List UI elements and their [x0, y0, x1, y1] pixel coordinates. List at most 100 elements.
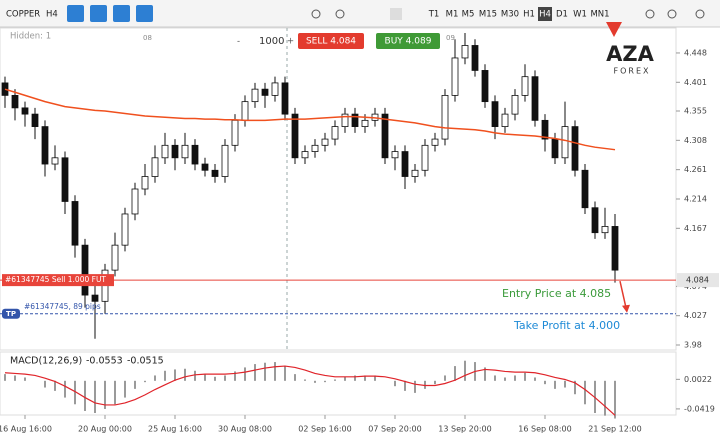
candle-body — [241, 101, 249, 121]
zoom-controls — [311, 8, 402, 20]
timeframe-button[interactable]: M5 — [462, 10, 475, 20]
timeframe-button[interactable]: W1 — [573, 10, 587, 20]
candle-body — [511, 94, 519, 115]
candle-body — [21, 107, 29, 115]
candle-body — [541, 119, 549, 140]
tool-button[interactable] — [113, 5, 130, 22]
candle-body — [191, 144, 199, 165]
candle-body — [141, 176, 149, 190]
candle-body — [491, 101, 499, 127]
zoom-in[interactable] — [335, 9, 345, 19]
candle-body — [171, 144, 179, 159]
y-tick-label: 4.401 — [684, 78, 707, 87]
candle-body — [291, 113, 299, 159]
candle-body — [601, 226, 609, 234]
settings-button[interactable] — [667, 9, 677, 19]
timeframe-button[interactable]: M1 — [446, 10, 459, 20]
y-tick-label: 4.355 — [684, 106, 707, 115]
signal-line — [4, 365, 616, 416]
candle-body — [211, 169, 219, 177]
candle-body — [551, 138, 559, 159]
candle-body — [441, 94, 449, 140]
x-tick-label: 25 Aug 16:00 — [148, 425, 202, 434]
chart-type[interactable] — [390, 8, 402, 20]
candle-body — [91, 294, 99, 302]
candle-body — [61, 157, 69, 202]
y-tick-label: 3.98 — [684, 341, 702, 350]
tp-label: #61347745, 89 pips — [24, 302, 101, 311]
candle-body — [591, 207, 599, 234]
candle-body — [231, 119, 239, 146]
candle-body — [41, 126, 49, 165]
timeframe-button[interactable]: M30 — [501, 10, 519, 20]
price-label: 4.084 — [686, 276, 709, 285]
timeframe-button[interactable]: T1 — [428, 10, 440, 20]
timeframe-button[interactable]: MN1 — [590, 10, 609, 20]
candle-body — [71, 201, 79, 246]
lot-size[interactable]: 1000 — [259, 36, 284, 47]
settings — [645, 9, 705, 19]
order-tag — [2, 274, 114, 287]
candle-body — [351, 113, 359, 127]
candle-body — [611, 226, 619, 271]
timeframe[interactable]: H4 — [46, 10, 58, 20]
candle-body — [111, 244, 119, 271]
tool-button[interactable] — [67, 5, 84, 22]
y-tick-label: 4.214 — [684, 194, 707, 203]
y-tick-label: 4.448 — [684, 48, 707, 57]
session-label: 08 — [143, 34, 152, 42]
tool-button[interactable] — [136, 5, 153, 22]
order-label: #61347745 Sell 1.000 FUT — [5, 275, 106, 284]
x-tick-label: 02 Sep 16:00 — [298, 425, 351, 434]
timeframe-button[interactable]: M15 — [479, 10, 497, 20]
candle-body — [411, 169, 419, 177]
candle-body — [81, 244, 89, 296]
candle-body — [51, 157, 59, 165]
logo-marker — [606, 22, 622, 37]
macd-panel — [0, 351, 677, 416]
settings-button[interactable] — [695, 9, 705, 19]
timeframe-button[interactable]: H4 — [539, 10, 551, 20]
price-label-box — [677, 273, 719, 288]
candle-body — [481, 70, 489, 103]
candle-body — [331, 126, 339, 140]
x-tick-label: 21 Sep 12:00 — [588, 425, 641, 434]
settings-button[interactable] — [645, 9, 655, 19]
y-tick-label: 4.261 — [684, 165, 707, 174]
symbol[interactable]: COPPER — [6, 10, 40, 20]
buy-label[interactable]: BUY 4.089 — [385, 37, 432, 47]
x-tick-label: 16 Aug 16:00 — [0, 425, 52, 434]
candle-body — [461, 45, 469, 59]
candle-body — [311, 144, 319, 152]
candle-body — [581, 169, 589, 209]
hidden-label[interactable]: Hidden: 1 — [10, 32, 51, 42]
lot-minus[interactable]: - — [237, 37, 240, 47]
candle-body — [151, 157, 159, 177]
timeframe-button[interactable]: D1 — [556, 10, 568, 20]
zoom-out[interactable] — [311, 9, 321, 19]
candle-body — [251, 88, 259, 103]
moving-average — [4, 88, 616, 151]
candle-body — [261, 88, 269, 96]
buy-button[interactable] — [376, 33, 440, 49]
sell-button[interactable] — [298, 33, 364, 49]
lot-plus[interactable]: + — [287, 37, 294, 47]
macd-title: MACD(12,26,9) — [10, 356, 82, 367]
candle-body — [421, 144, 429, 171]
candle-body — [31, 113, 39, 127]
sell-label[interactable]: SELL 4.084 — [306, 37, 356, 47]
candle-body — [321, 138, 329, 146]
tool-button[interactable] — [90, 5, 107, 22]
tp-tag-label: TP — [6, 310, 16, 318]
candle-body — [301, 151, 309, 159]
macd-signal-value: -0.0515 — [127, 356, 164, 367]
tp-annotation: Take Profit at 4.000 — [513, 319, 620, 332]
tool-buttons — [67, 5, 153, 22]
logo-brand: AZA — [606, 42, 654, 66]
candle-body — [181, 144, 189, 159]
timeframe-button[interactable]: H1 — [523, 10, 535, 20]
logo-sub: FOREX — [614, 67, 651, 76]
x-tick-label: 13 Sep 20:00 — [438, 425, 491, 434]
